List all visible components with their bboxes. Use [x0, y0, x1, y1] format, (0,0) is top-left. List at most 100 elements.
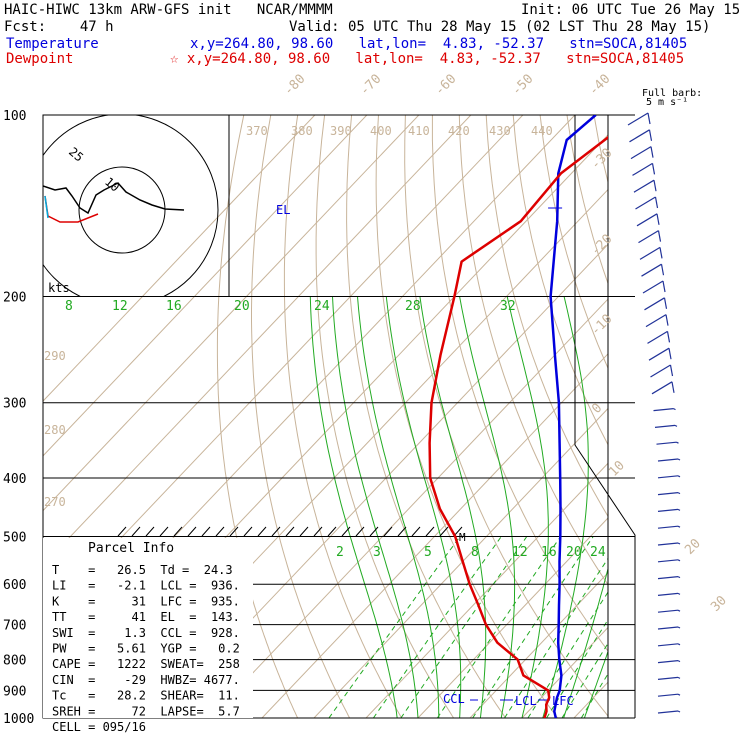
freezing-hatch	[313, 526, 323, 537]
isotherm-line	[313, 407, 608, 718]
pressure-label: 700	[3, 619, 26, 634]
mixing-ratio-line	[372, 536, 502, 718]
wind-barb	[657, 508, 679, 512]
wind-barb	[629, 129, 650, 143]
wind-barb-flag	[677, 660, 681, 663]
wind-barb-flag	[657, 230, 662, 242]
freezing-hatch	[229, 526, 239, 537]
barb-title: Full barb:	[642, 88, 702, 99]
parcel-info-title: Parcel Info	[88, 541, 174, 556]
isotherm-line	[43, 115, 472, 567]
moist-adiabat-label: 12	[112, 299, 128, 314]
parcel-info-row: K = 31 LFC = 935.	[52, 594, 240, 608]
pressure-label: 900	[3, 684, 26, 699]
moist-adiabat-line	[419, 296, 487, 718]
isotherm-label: 20	[682, 536, 704, 558]
mixing-ratio-label: 24	[590, 545, 606, 560]
wind-barb-flag	[650, 146, 654, 158]
wind-barb	[642, 280, 664, 294]
wind-barb	[657, 626, 679, 630]
wind-barb	[641, 263, 662, 277]
wind-barb	[630, 146, 652, 160]
freezing-hatch	[383, 526, 393, 537]
wind-barb	[657, 542, 679, 546]
wind-barb-flag	[677, 693, 681, 696]
isotherm-label: -80	[281, 72, 308, 99]
wind-barb-flag	[668, 348, 672, 360]
wind-barb	[657, 609, 679, 613]
wind-barb-flag	[651, 163, 656, 175]
moist-adiabat-line	[332, 296, 419, 718]
wind-barb-flag	[654, 196, 659, 209]
theta-label: 440	[531, 124, 553, 138]
freezing-hatch	[439, 526, 449, 537]
freezing-hatch	[327, 526, 337, 537]
wind-barb-flag	[676, 441, 679, 444]
freezing-hatch	[187, 526, 197, 537]
wind-barb-flag	[648, 129, 653, 141]
isotherm-label: -60	[432, 72, 459, 99]
m-marker: M	[459, 531, 466, 544]
isotherm-label: -50	[509, 72, 536, 99]
freezing-hatch	[425, 526, 435, 537]
wind-barb	[648, 347, 670, 361]
mixing-ratio-line	[504, 557, 608, 718]
wind-barb	[657, 660, 679, 664]
theta-label: 270	[44, 495, 66, 509]
wind-barb-flag	[677, 525, 681, 528]
mixing-ratio-label: 2	[336, 545, 344, 560]
parcel-info-panel	[43, 538, 253, 718]
dry-adiabat-line	[458, 115, 608, 586]
wind-barb	[657, 676, 679, 680]
wind-barb-flag	[677, 475, 681, 478]
init-time: Init: 06 UTC Tue 26 May 15	[521, 2, 740, 18]
hodograph-ring	[78, 166, 166, 254]
wind-barb-flag	[674, 424, 678, 427]
valid-time: Valid: 05 UTC Thu 28 May 15 (02 LST Thu …	[289, 19, 711, 35]
wind-barb-flag	[656, 213, 660, 225]
wind-barb	[650, 364, 671, 378]
dry-adiabat-line	[315, 115, 455, 718]
wind-barb-flag	[677, 676, 681, 679]
wind-barb	[635, 196, 656, 210]
parcel-info-row: SREH = 72 LAPSE= 5.7	[52, 704, 240, 718]
parcel-info-row: T = 26.5 Td = 24.3	[52, 563, 233, 577]
dewpoint-legend-label: Dewpoint	[6, 51, 74, 67]
freezing-hatch	[299, 526, 309, 537]
temperature-profile	[549, 115, 597, 718]
parcel-info-row: Tc = 28.2 SHEAR= 11.	[52, 689, 240, 703]
wind-barb-flag	[677, 559, 681, 562]
wind-barb-flag	[677, 609, 681, 612]
wind-barb	[656, 441, 677, 445]
freezing-hatch	[215, 526, 225, 537]
temperature-legend-info: x,y=264.80, 98.60 lat,lon= 4.83, -52.37 …	[190, 36, 688, 52]
hodograph-trace	[43, 182, 185, 215]
wind-barb-flag	[677, 508, 681, 511]
moist-adiabat-label: 28	[405, 299, 421, 314]
freezing-hatch	[159, 526, 169, 537]
theta-label: 390	[330, 124, 352, 138]
moist-adiabat-label: 16	[166, 299, 182, 314]
isotherm-line	[678, 115, 740, 718]
mixing-ratio-label: 12	[512, 545, 528, 560]
hodograph-ring	[43, 115, 219, 296]
ccl-marker: CCL	[443, 692, 465, 706]
parcel-info-row: LI = -2.1 LCL = 936.	[52, 579, 240, 593]
freezing-hatch	[117, 526, 127, 537]
pressure-label: 600	[3, 578, 26, 593]
pressure-label: 100	[3, 109, 26, 124]
pressure-label: 300	[3, 397, 26, 412]
wind-barb-flag	[677, 592, 681, 595]
wind-barb-flag	[677, 710, 681, 713]
wind-barb	[632, 162, 653, 176]
parcel-info-row: SWI = 1.3 CCL = 928.	[52, 626, 240, 640]
hodograph-units-label: kts	[48, 281, 70, 295]
theta-label: 430	[489, 124, 511, 138]
wind-barb	[653, 408, 674, 412]
mixing-ratio-line	[328, 536, 461, 718]
el-marker: EL	[276, 203, 290, 217]
moist-adiabat-line	[459, 296, 516, 718]
mixing-ratio-line	[400, 536, 528, 718]
mixing-ratio-label: 5	[424, 545, 432, 560]
